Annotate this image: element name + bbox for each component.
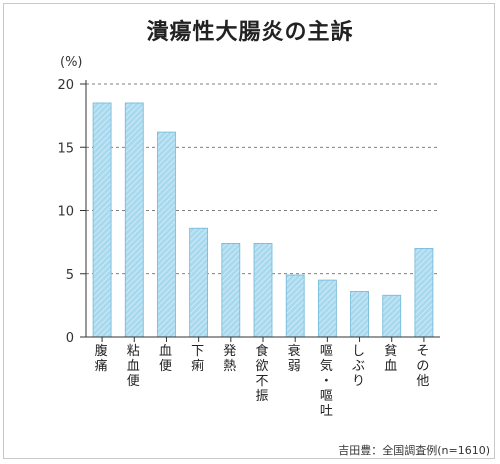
bar bbox=[253, 242, 273, 338]
bar bbox=[92, 102, 112, 338]
bar bbox=[189, 227, 209, 338]
category-label: 発熱 bbox=[223, 344, 236, 374]
chart-frame bbox=[3, 3, 495, 459]
category-label: 血便 bbox=[159, 344, 172, 374]
axes: (%) 0 5 10 15 20 bbox=[57, 55, 440, 346]
bar bbox=[124, 102, 144, 338]
bar bbox=[317, 279, 337, 338]
category-label: 嘔気・嘔吐 bbox=[320, 344, 333, 419]
bar bbox=[382, 294, 402, 338]
bar bbox=[157, 131, 176, 338]
category-label: 食欲不振 bbox=[255, 343, 268, 404]
y-tick-label: 20 bbox=[57, 78, 74, 93]
bars bbox=[92, 102, 434, 338]
bar bbox=[414, 248, 434, 338]
bar bbox=[285, 274, 305, 338]
bar bbox=[350, 291, 369, 338]
category-label: その他 bbox=[416, 344, 429, 389]
y-tick-label: 10 bbox=[57, 205, 74, 220]
category-label: しぶり bbox=[352, 344, 365, 389]
y-tick-label: 0 bbox=[66, 331, 74, 346]
chart-title: 潰瘍性大腸炎の主訴 bbox=[146, 20, 354, 45]
category-label: 衰弱 bbox=[288, 343, 301, 374]
source-note: 吉田豊：全国調査例(n=1610) bbox=[338, 444, 490, 457]
category-label: 下痢 bbox=[191, 344, 204, 374]
y-tick-label: 15 bbox=[57, 141, 74, 156]
bar bbox=[221, 242, 241, 338]
category-label: 腹痛 bbox=[95, 343, 108, 374]
y-tick-label: 5 bbox=[66, 268, 74, 283]
category-label: 貧血 bbox=[384, 344, 397, 374]
category-label: 粘血便 bbox=[127, 344, 140, 389]
y-axis-label: (%) bbox=[60, 55, 83, 70]
